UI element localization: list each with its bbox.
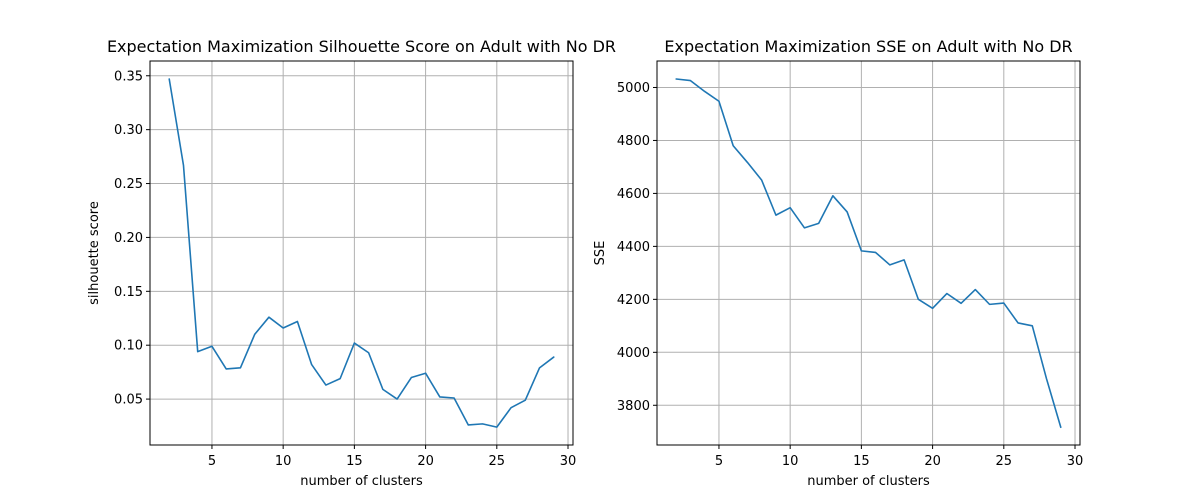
silhouette-x-tick-label: 15 xyxy=(346,454,363,469)
silhouette-x-tick-label: 5 xyxy=(208,454,216,469)
silhouette-x-tick-label: 25 xyxy=(489,454,506,469)
sse-x-tick-label: 10 xyxy=(782,454,799,469)
sse-x-tick-label: 25 xyxy=(996,454,1013,469)
sse-y-tick-label: 5000 xyxy=(617,81,650,96)
sse-y-tick-label: 4000 xyxy=(617,346,650,361)
silhouette-x-tick-label: 10 xyxy=(275,454,292,469)
sse-x-axis-label: number of clusters xyxy=(807,474,930,489)
sse-y-tick-label: 3800 xyxy=(617,399,650,414)
sse-y-tick-label: 4600 xyxy=(617,187,650,202)
silhouette-y-tick-label: 0.05 xyxy=(114,393,143,408)
silhouette-plot-frame xyxy=(149,60,574,446)
silhouette-y-tick-label: 0.30 xyxy=(114,123,143,138)
silhouette-x-axis-label: number of clusters xyxy=(300,474,423,489)
silhouette-chart-title: Expectation Maximization Silhouette Scor… xyxy=(107,37,616,56)
sse-y-tick-label: 4200 xyxy=(617,293,650,308)
sse-chart-panel: 5 10 15 20 25 30 3800 4000 4200 4400 4600 4800 5000 E… xyxy=(593,37,1083,489)
silhouette-x-tick-label: 20 xyxy=(417,454,434,469)
sse-chart-title: Expectation Maximization SSE on Adult wi… xyxy=(664,37,1072,56)
silhouette-y-tick-label: 0.25 xyxy=(114,177,143,192)
silhouette-y-tick-label: 0.20 xyxy=(114,231,143,246)
silhouette-x-tick-label: 30 xyxy=(560,454,577,469)
silhouette-y-tick-label: 0.10 xyxy=(114,339,143,354)
sse-y-axis-label: SSE xyxy=(593,241,608,266)
silhouette-y-tick-label: 0.35 xyxy=(114,69,143,84)
sse-y-tick-label: 4800 xyxy=(617,134,650,149)
sse-series-line xyxy=(675,78,1062,429)
sse-y-tick-label: 4400 xyxy=(617,240,650,255)
silhouette-y-tick-label: 0.15 xyxy=(114,285,143,300)
sse-x-tick-label: 30 xyxy=(1067,454,1084,469)
sse-x-tick-label: 15 xyxy=(853,454,870,469)
sse-x-tick-label: 5 xyxy=(715,454,723,469)
silhouette-chart-panel: 5 10 15 20 25 30 0.05 0.10 0.15 0.20 0.25 0.30 0.35 E… xyxy=(87,37,616,489)
silhouette-y-axis-label: silhouette score xyxy=(87,201,102,305)
silhouette-series-line xyxy=(168,78,555,428)
sse-x-tick-label: 20 xyxy=(924,454,941,469)
sse-plot-frame xyxy=(656,60,1081,446)
